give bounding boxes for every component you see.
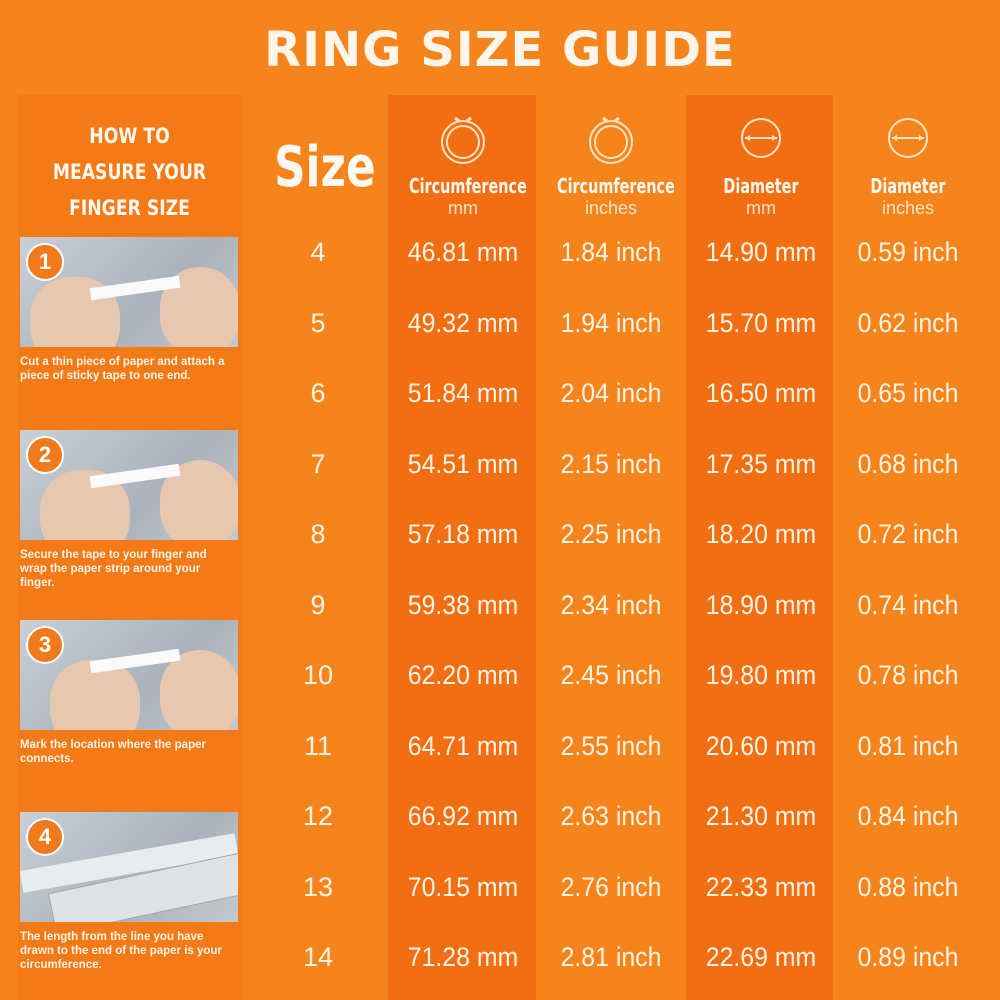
value-cell: 51.84 mm (407, 378, 519, 408)
ring-diameter-icon (833, 110, 983, 168)
size-cell: 14 (302, 942, 334, 972)
value-cell: 46.81 mm (407, 237, 519, 267)
value-cell: 19.80 mm (705, 660, 817, 690)
value-cell: 22.69 mm (705, 942, 817, 972)
value-cell: 16.50 mm (705, 378, 817, 408)
step-photo: 2 (20, 430, 238, 540)
value-cell: 2.55 inch (560, 730, 662, 761)
column-header: Diameter mm (686, 110, 836, 219)
size-cell: 7 (310, 448, 326, 479)
value-cell: 22.33 mm (705, 871, 817, 902)
value-cell: 0.59 inch (857, 237, 959, 267)
step-photo: 3 (20, 620, 238, 730)
size-cell: 4 (310, 237, 326, 267)
column-label: Circumference (557, 174, 675, 198)
column-header: Circumference inches (536, 110, 686, 219)
value-cell: 17.35 mm (705, 448, 817, 479)
page-title: RING SIZE GUIDE (264, 22, 736, 78)
size-cell: 6 (310, 378, 326, 408)
value-cell: 0.81 inch (857, 730, 959, 761)
value-cell: 0.62 inch (857, 307, 959, 338)
value-cell: 0.68 inch (857, 448, 959, 479)
column-header: Diameter inches (833, 110, 983, 219)
value-cell: 2.04 inch (560, 378, 662, 408)
value-cell: 70.15 mm (407, 871, 519, 902)
step-caption: The length from the line you have drawn … (20, 931, 222, 971)
size-cell: 10 (302, 660, 334, 690)
value-cell: 57.18 mm (407, 519, 519, 549)
size-cell: 11 (303, 730, 333, 761)
value-cell: 54.51 mm (407, 448, 519, 479)
step-3: 3 Mark the location where the paper conn… (20, 620, 240, 766)
value-cell: 2.15 inch (560, 448, 662, 479)
step-number-badge: 2 (26, 436, 64, 474)
step-2: 2 Secure the tape to your finger and wra… (20, 430, 240, 590)
ring-circumference-icon (388, 110, 538, 168)
column-stripe (686, 95, 833, 1000)
size-cell: 13 (302, 871, 334, 902)
value-cell: 18.20 mm (705, 519, 817, 549)
step-number-badge: 4 (26, 818, 64, 856)
value-cell: 2.34 inch (560, 589, 662, 620)
value-cell: 64.71 mm (407, 730, 519, 761)
size-cell: 12 (302, 801, 334, 831)
value-cell: 0.78 inch (857, 660, 959, 690)
value-cell: 15.70 mm (705, 307, 817, 338)
value-cell: 1.84 inch (560, 237, 662, 267)
column-unit: inches (881, 198, 935, 218)
value-cell: 2.76 inch (560, 871, 662, 902)
how-to-heading: HOW TO MEASURE YOUR FINGER SIZE (52, 124, 207, 220)
value-cell: 0.74 inch (857, 589, 959, 620)
size-cell: 9 (310, 589, 326, 620)
value-cell: 21.30 mm (705, 801, 817, 831)
column-header: Circumference mm (388, 110, 538, 219)
value-cell: 59.38 mm (407, 589, 519, 620)
value-cell: 0.84 inch (857, 801, 959, 831)
value-cell: 62.20 mm (407, 660, 519, 690)
value-cell: 18.90 mm (705, 589, 817, 620)
step-photo: 1 (20, 237, 238, 347)
step-photo: 4 (20, 812, 238, 922)
value-cell: 2.63 inch (560, 801, 662, 831)
column-unit: inches (584, 198, 638, 218)
step-number-badge: 3 (26, 626, 64, 664)
column-unit: mm (448, 198, 478, 218)
column-unit: mm (746, 198, 776, 218)
value-cell: 0.88 inch (857, 871, 959, 902)
column-label: Diameter (870, 174, 946, 198)
size-header: Size (274, 135, 376, 200)
value-cell: 20.60 mm (705, 730, 817, 761)
value-cell: 2.45 inch (560, 660, 662, 690)
ring-circumference-icon (536, 110, 686, 168)
value-cell: 0.89 inch (857, 942, 959, 972)
value-cell: 14.90 mm (705, 237, 817, 267)
step-caption: Secure the tape to your finger and wrap … (20, 549, 207, 589)
column-stripe (388, 95, 536, 1000)
size-cell: 5 (310, 307, 326, 338)
step-number-badge: 1 (26, 243, 64, 281)
column-label: Circumference (409, 174, 527, 198)
value-cell: 2.25 inch (560, 519, 662, 549)
value-cell: 71.28 mm (407, 942, 519, 972)
step-1: 1 Cut a thin piece of paper and attach a… (20, 237, 240, 383)
ring-diameter-icon (686, 110, 836, 168)
value-cell: 66.92 mm (407, 801, 519, 831)
column-label: Diameter (723, 174, 799, 198)
step-caption: Mark the location where the paper connec… (20, 739, 206, 765)
value-cell: 49.32 mm (407, 307, 519, 338)
value-cell: 2.81 inch (560, 942, 662, 972)
size-cell: 8 (310, 519, 326, 549)
step-4: 4 The length from the line you have draw… (20, 812, 240, 972)
value-cell: 1.94 inch (560, 307, 662, 338)
step-caption: Cut a thin piece of paper and attach a p… (20, 356, 225, 382)
value-cell: 0.65 inch (857, 378, 959, 408)
value-cell: 0.72 inch (857, 519, 959, 549)
